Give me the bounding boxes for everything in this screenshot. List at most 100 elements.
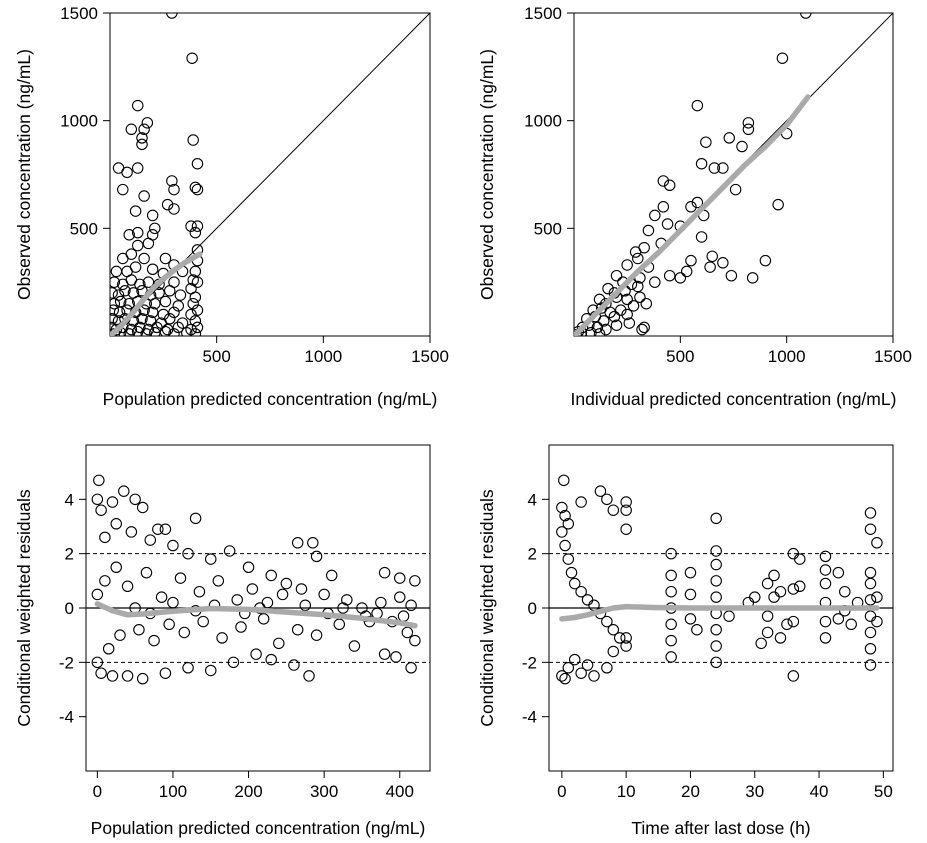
- data-point: [185, 308, 197, 321]
- data-point: [134, 278, 146, 291]
- y-axis-title: Conditional weighted residuals: [14, 489, 34, 727]
- data-point: [621, 259, 633, 271]
- data-point: [640, 297, 653, 310]
- data-point: [781, 618, 793, 631]
- data-point: [246, 583, 259, 595]
- data-point: [91, 588, 104, 601]
- data-point: [661, 218, 674, 230]
- y-tick-label: 2: [528, 545, 537, 564]
- data-point: [153, 287, 165, 299]
- data-point: [575, 496, 587, 508]
- data-point: [110, 313, 118, 325]
- data-point: [110, 297, 121, 310]
- data-point: [627, 300, 640, 312]
- data-point: [742, 123, 755, 136]
- data-point: [123, 328, 135, 336]
- data-point: [168, 328, 180, 336]
- data-point: [684, 566, 697, 579]
- data-point: [575, 585, 587, 598]
- data-point: [189, 512, 202, 525]
- data-point: [121, 166, 133, 179]
- data-point: [723, 610, 735, 622]
- data-point: [291, 623, 304, 636]
- data-point: [864, 577, 877, 590]
- y-tick-label: -4: [522, 708, 537, 727]
- x-tick-label: 50: [874, 782, 893, 801]
- data-point: [691, 623, 703, 636]
- data-point: [772, 198, 784, 211]
- data-point: [161, 323, 174, 336]
- data-point: [110, 561, 122, 573]
- data-point: [378, 566, 391, 579]
- data-point: [394, 591, 406, 603]
- data-point: [117, 183, 129, 196]
- data-point: [634, 291, 646, 303]
- x-tick-label: 100: [159, 782, 187, 801]
- data-point: [375, 596, 387, 609]
- data-point: [636, 323, 648, 336]
- data-point: [674, 272, 687, 284]
- data-point: [832, 613, 845, 625]
- data-point: [191, 304, 204, 316]
- x-tick-label: 300: [310, 782, 338, 801]
- data-point: [167, 596, 179, 609]
- data-point: [159, 667, 172, 679]
- data-point: [102, 642, 115, 655]
- data-point: [99, 575, 111, 587]
- x-tick-label: 500: [666, 347, 694, 366]
- data-point: [621, 308, 633, 321]
- data-point: [761, 610, 774, 622]
- data-point: [146, 263, 159, 275]
- x-tick-label: 20: [681, 782, 700, 801]
- data-point: [559, 509, 571, 522]
- scatter-points: [574, 13, 812, 336]
- data-point: [138, 190, 150, 202]
- data-point: [155, 591, 168, 603]
- data-point: [706, 250, 718, 263]
- data-point: [125, 248, 138, 260]
- data-point: [401, 626, 414, 639]
- data-point: [99, 531, 111, 544]
- data-point: [193, 585, 206, 598]
- data-point: [163, 285, 176, 297]
- data-point: [562, 553, 575, 565]
- scatter-points: [91, 474, 421, 685]
- x-axis-title: Population predicted concentration (ng/m…: [103, 389, 438, 409]
- data-point: [794, 580, 806, 593]
- data-point: [717, 162, 729, 174]
- y-tick-label: 500: [70, 219, 98, 238]
- data-point: [176, 317, 189, 329]
- y-tick-label: 0: [528, 599, 537, 618]
- scatter-points: [556, 474, 883, 685]
- data-point: [602, 282, 614, 295]
- data-point: [114, 629, 126, 641]
- data-point: [390, 651, 402, 663]
- data-point: [136, 138, 148, 151]
- data-point: [149, 222, 161, 235]
- data-point: [136, 672, 149, 685]
- data-point: [657, 201, 670, 213]
- data-point: [182, 662, 194, 674]
- data-point: [186, 52, 198, 64]
- panel-3: 0 100 200 300 400 -4 -2 0 2 4 Population predicted…: [14, 444, 431, 838]
- data-point: [131, 99, 144, 112]
- x-tick-label: 500: [202, 347, 230, 366]
- data-point: [168, 203, 180, 215]
- data-point: [189, 181, 202, 194]
- data-point: [166, 175, 178, 187]
- data-point: [235, 621, 247, 633]
- data-point: [787, 583, 800, 595]
- data-point: [787, 670, 800, 682]
- data-point: [273, 637, 285, 650]
- smooth-trend-line: [94, 601, 418, 629]
- data-point: [768, 591, 780, 603]
- panel-2: 500 1000 1500 500 1000 1500 Individual predict…: [477, 4, 912, 409]
- data-point: [172, 300, 185, 312]
- data-point: [159, 252, 172, 265]
- data-point: [725, 269, 738, 282]
- data-point: [191, 276, 204, 288]
- data-point: [607, 504, 620, 516]
- data-point: [620, 632, 632, 644]
- data-point: [110, 304, 119, 316]
- y-tick-label: -4: [59, 708, 74, 727]
